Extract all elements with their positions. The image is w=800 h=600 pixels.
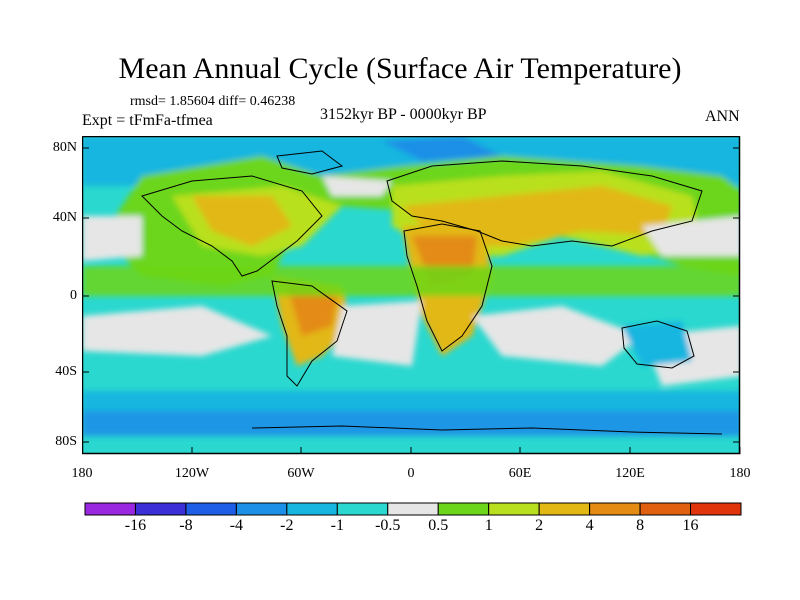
eurasia-coast — [386, 160, 703, 247]
lon-label-0: 0 — [407, 466, 415, 481]
lat-label-0: 0 — [70, 288, 77, 303]
experiment-label: Expt = tFmFa-tfmea — [82, 112, 213, 129]
season-label: ANN — [705, 108, 740, 125]
lon-label-60e: 60E — [508, 466, 532, 481]
north-pacific-neutral — [82, 216, 142, 261]
colorbar-swatch — [437, 502, 490, 516]
colorbar-swatch — [538, 502, 591, 516]
colorbar-swatch — [690, 502, 742, 516]
south-atlantic-neutral — [332, 301, 422, 366]
colorbar-swatch — [286, 502, 338, 516]
lat-ticks — [82, 147, 740, 443]
colorbar-label: 4 — [585, 517, 594, 534]
colorbar-label: 16 — [682, 517, 699, 534]
australia-coast — [621, 320, 695, 369]
lon-label-120w: 120W — [174, 466, 210, 481]
coastlines — [141, 150, 723, 435]
equatorial-band — [82, 266, 740, 296]
lat-label-40n: 40N — [52, 210, 77, 225]
colorbar-swatch — [387, 502, 439, 516]
lon-ticks — [82, 447, 741, 454]
indian-ocean-neutral — [472, 306, 642, 366]
south-america-coast — [271, 280, 348, 387]
colorbar-label: 2 — [535, 517, 544, 534]
stats-label: rmsd= 1.85604 diff= 0.46238 — [130, 94, 296, 109]
north-atlantic-neutral — [322, 176, 392, 196]
colorbar-swatch — [235, 502, 288, 516]
greenland-coast — [276, 150, 344, 175]
colorbar-label: -1 — [330, 517, 344, 534]
west-pacific-neutral — [642, 216, 740, 256]
map-panel — [82, 136, 741, 455]
colorbar-label: -0.5 — [375, 517, 401, 534]
colorbar — [84, 502, 742, 516]
plot-title: Mean Annual Cycle (Surface Air Temperatu… — [118, 52, 682, 85]
namerica-warm3 — [192, 196, 292, 246]
colorbar-label: -2 — [280, 517, 294, 534]
colorbar-label: 1 — [484, 517, 493, 534]
colorbar-label: -4 — [229, 517, 244, 534]
colorbar-swatch — [639, 502, 692, 516]
colorbar-swatch — [134, 502, 187, 516]
colorbar-label: -8 — [179, 517, 193, 534]
antarctica-coast — [251, 425, 723, 435]
colorbar-label: -16 — [124, 517, 147, 534]
lat-label-40s: 40S — [55, 364, 77, 379]
australia-cool — [622, 321, 692, 366]
amazon-warm4 — [287, 286, 337, 336]
colorbar-label: 8 — [636, 517, 645, 534]
colorbar-swatch — [185, 502, 237, 516]
colorbar-swatch — [84, 502, 136, 516]
south-pacific-neutral — [82, 306, 272, 356]
colorbar-swatch — [488, 502, 540, 516]
anomaly-field — [82, 136, 740, 454]
colorbar-swatch — [336, 502, 389, 516]
lat-label-80s: 80S — [55, 434, 77, 449]
barents-cold — [382, 136, 502, 161]
colorbar-swatch — [589, 502, 641, 516]
north-america-coast — [141, 175, 323, 277]
lat-label-80n: 80N — [52, 140, 77, 155]
lon-label-60w: 60W — [287, 466, 315, 481]
lon-label-120e: 120E — [615, 466, 645, 481]
lon-label-180e: 180 — [729, 466, 751, 481]
lon-label-180w: 180 — [71, 466, 93, 481]
period-label: 3152kyr BP - 0000kyr BP — [320, 106, 487, 123]
colorbar-label: 0.5 — [428, 517, 449, 534]
